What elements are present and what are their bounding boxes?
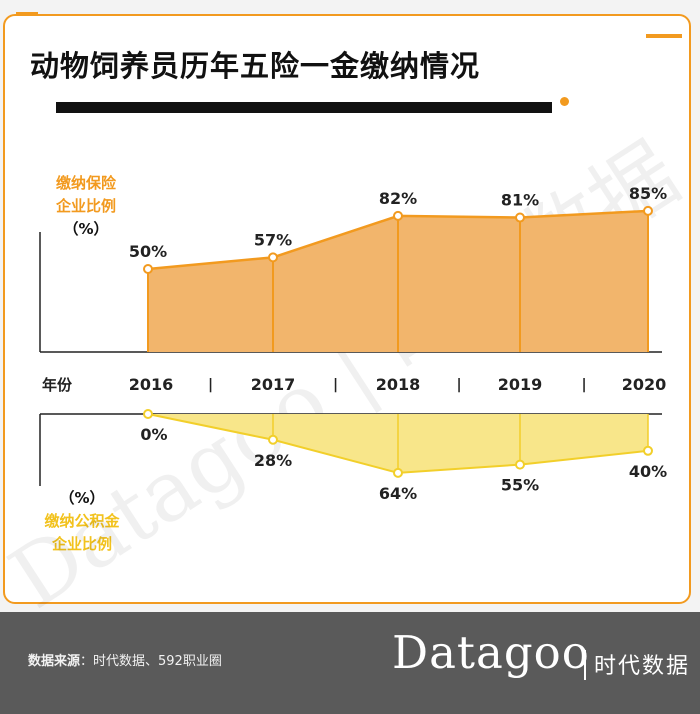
fund-data-label: 55%	[501, 476, 539, 495]
year-tick-label: 2017	[251, 375, 296, 394]
insurance-axis-label: 缴纳保险 企业比例 （%）	[36, 172, 136, 241]
corner-dash-left	[16, 12, 38, 16]
year-separator: |	[208, 377, 213, 393]
source-text: ：时代数据、592职业圈	[80, 654, 222, 669]
insurance-axis-label-line1: 缴纳保险	[55, 174, 116, 192]
insurance-point	[643, 205, 653, 216]
chart-title: 动物饲养员历年五险一金缴纳情况	[30, 49, 481, 83]
fund-point	[393, 467, 403, 478]
insurance-data-label: 50%	[129, 242, 167, 261]
brand-logo-en: Datagoo	[392, 626, 590, 679]
fund-data-label: 28%	[254, 451, 292, 470]
fund-axis-label: （%） 缴纳公积金 企业比例	[32, 487, 132, 556]
insurance-data-label: 57%	[254, 230, 292, 249]
insurance-axis-label-line2: 企业比例	[55, 197, 116, 215]
fund-axis-label-line1: 缴纳公积金	[44, 512, 120, 530]
fund-point	[268, 434, 278, 445]
fund-point	[143, 409, 153, 419]
insurance-axis-unit: （%）	[63, 220, 109, 238]
year-separator: |	[581, 377, 586, 393]
brand-logo-cn: 时代数据	[594, 654, 691, 679]
insurance-point	[268, 252, 278, 263]
insurance-data-label: 82%	[379, 189, 417, 208]
fund-data-label: 0%	[140, 425, 167, 444]
title-underline	[56, 102, 552, 113]
insurance-point	[393, 210, 403, 221]
watermark: Datagoo | 时代数据	[0, 124, 695, 610]
fund-data-label: 64%	[379, 484, 417, 503]
title-accent-dot	[560, 97, 569, 106]
fund-point	[515, 459, 525, 470]
year-tick-label: 2020	[622, 375, 667, 394]
fund-axis-label-line2: 企业比例	[51, 535, 112, 553]
year-tick-label: 2018	[376, 375, 421, 394]
source-note: 数据来源：时代数据、592职业圈	[28, 650, 222, 669]
year-axis-label: 年份	[42, 376, 73, 394]
footer: 数据来源：时代数据、592职业圈 Datagoo 时代数据	[0, 612, 700, 714]
insurance-point	[515, 212, 525, 223]
year-tick-label: 2016	[129, 375, 174, 394]
year-separator: |	[333, 377, 338, 393]
fund-axis-unit: （%）	[59, 489, 105, 507]
brand-separator	[584, 650, 586, 680]
insurance-data-label: 81%	[501, 191, 539, 210]
corner-dash-right	[646, 34, 682, 38]
fund-data-label: 40%	[629, 462, 667, 481]
year-tick-label: 2019	[498, 375, 543, 394]
fund-point	[643, 445, 653, 456]
insurance-data-label: 85%	[629, 184, 667, 203]
source-label: 数据来源	[28, 654, 81, 669]
year-separator: |	[456, 377, 461, 393]
insurance-point	[143, 264, 153, 274]
